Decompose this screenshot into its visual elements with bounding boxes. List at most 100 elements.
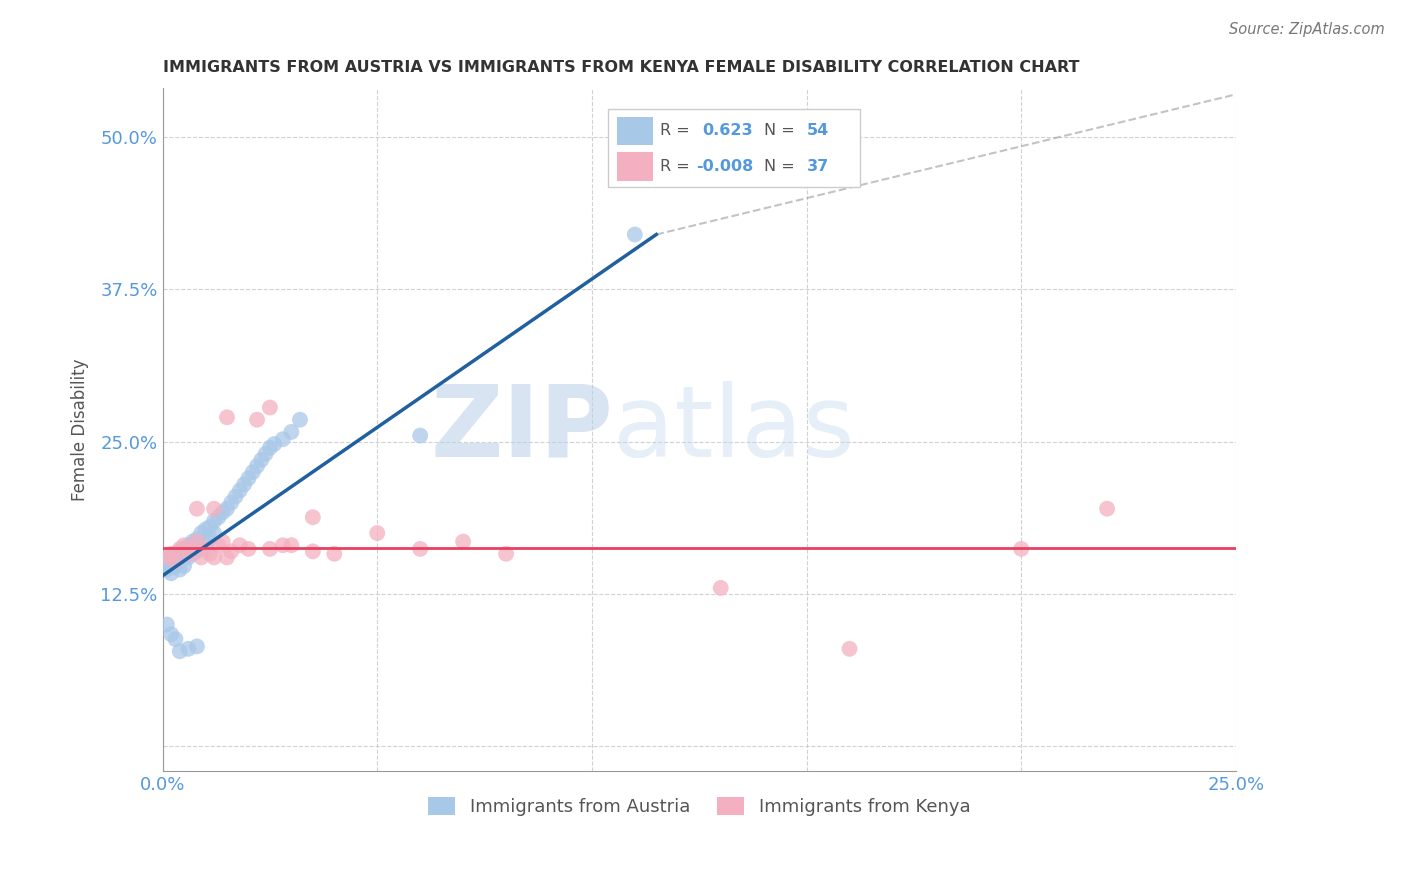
Point	[710, 581, 733, 595]
Point	[263, 437, 285, 451]
Text: IMMIGRANTS FROM AUSTRIA VS IMMIGRANTS FROM KENYA FEMALE DISABILITY CORRELATION C: IMMIGRANTS FROM AUSTRIA VS IMMIGRANTS FR…	[163, 60, 1078, 75]
Point	[160, 627, 183, 641]
Point	[165, 632, 187, 646]
Point	[202, 501, 225, 516]
Point	[246, 458, 269, 473]
FancyBboxPatch shape	[607, 109, 860, 187]
Point	[229, 538, 252, 552]
Point	[169, 541, 191, 556]
Text: ZIP: ZIP	[430, 381, 613, 478]
Point	[271, 538, 294, 552]
Point	[280, 425, 302, 439]
Text: atlas: atlas	[613, 381, 855, 478]
Text: -0.008: -0.008	[696, 159, 754, 174]
Point	[190, 550, 212, 565]
Point	[156, 550, 179, 565]
Point	[194, 541, 217, 556]
Point	[1095, 501, 1118, 516]
Point	[156, 617, 179, 632]
Point	[280, 538, 302, 552]
Point	[259, 541, 281, 556]
Point	[211, 534, 233, 549]
Point	[198, 532, 221, 546]
Point	[190, 526, 212, 541]
Point	[181, 541, 204, 556]
Point	[451, 534, 474, 549]
Point	[366, 526, 388, 541]
Text: 54: 54	[807, 123, 828, 138]
Point	[186, 532, 208, 546]
Point	[302, 510, 325, 524]
Point	[160, 547, 183, 561]
Point	[186, 534, 208, 549]
Point	[246, 413, 269, 427]
Point	[165, 554, 187, 568]
Point	[156, 550, 179, 565]
Point	[259, 401, 281, 415]
Point	[409, 541, 432, 556]
Text: R =: R =	[659, 123, 689, 138]
Point	[238, 541, 260, 556]
Text: R =: R =	[659, 159, 689, 174]
Point	[250, 453, 273, 467]
Point	[495, 547, 517, 561]
Point	[409, 428, 432, 442]
Point	[173, 541, 195, 556]
Point	[190, 541, 212, 556]
Point	[202, 526, 225, 541]
Point	[186, 640, 208, 654]
Text: 0.623: 0.623	[703, 123, 754, 138]
Text: 37: 37	[807, 159, 828, 174]
Point	[219, 495, 242, 509]
Point	[219, 544, 242, 558]
FancyBboxPatch shape	[617, 152, 654, 181]
Point	[173, 538, 195, 552]
Point	[198, 547, 221, 561]
Point	[169, 644, 191, 658]
Point	[177, 550, 200, 565]
Point	[254, 447, 277, 461]
Point	[233, 477, 256, 491]
Point	[186, 544, 208, 558]
Point	[186, 501, 208, 516]
Point	[165, 547, 187, 561]
Point	[173, 558, 195, 573]
Point	[156, 563, 179, 577]
Text: Source: ZipAtlas.com: Source: ZipAtlas.com	[1229, 22, 1385, 37]
Point	[165, 558, 187, 573]
Point	[169, 563, 191, 577]
Point	[215, 410, 238, 425]
Point	[238, 471, 260, 485]
Point	[194, 523, 217, 537]
Point	[194, 538, 217, 552]
Point	[288, 413, 311, 427]
Y-axis label: Female Disability: Female Disability	[72, 359, 89, 500]
Point	[225, 490, 247, 504]
Point	[624, 227, 647, 242]
Point	[169, 544, 191, 558]
Point	[302, 544, 325, 558]
Point	[271, 432, 294, 446]
FancyBboxPatch shape	[617, 117, 654, 145]
Point	[169, 550, 191, 565]
Point	[177, 547, 200, 561]
Point	[207, 510, 229, 524]
Point	[229, 483, 252, 498]
Point	[160, 558, 183, 573]
Point	[165, 554, 187, 568]
Point	[838, 641, 860, 656]
Point	[177, 641, 200, 656]
Point	[202, 514, 225, 528]
Point	[215, 550, 238, 565]
Point	[156, 557, 179, 571]
Point	[177, 538, 200, 552]
Text: N =: N =	[763, 123, 794, 138]
Text: N =: N =	[763, 159, 794, 174]
Point	[181, 534, 204, 549]
Point	[215, 501, 238, 516]
Point	[1010, 541, 1032, 556]
Point	[160, 550, 183, 565]
Point	[198, 520, 221, 534]
Point	[173, 547, 195, 561]
Point	[181, 547, 204, 561]
